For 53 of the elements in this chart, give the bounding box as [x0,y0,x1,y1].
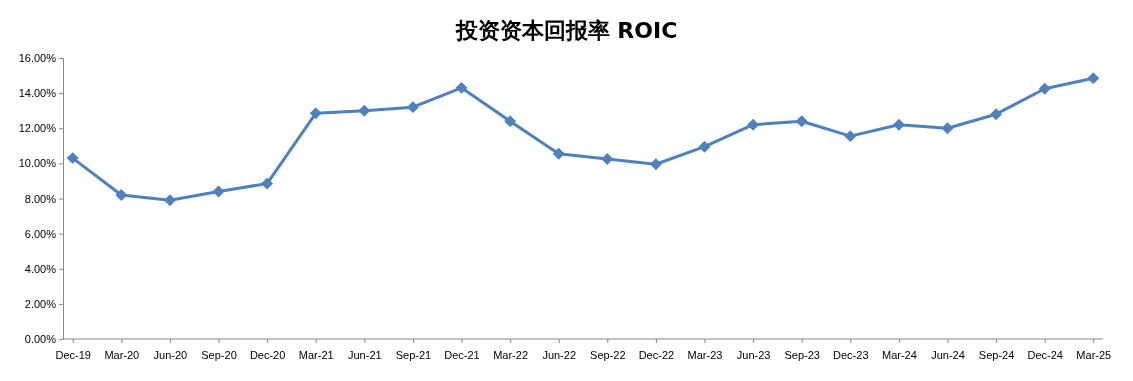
x-tick-label: Jun-24 [931,349,965,362]
point [163,194,176,207]
chart-title: 投资资本回报率 ROIC [454,18,678,43]
point [309,107,322,120]
x-tick-label: Sep-23 [784,349,820,362]
point [406,101,419,114]
point [552,147,565,160]
x-tick-label: Mar-22 [493,349,529,362]
x-tick-label: Dec-20 [249,349,286,362]
y-tick-label: 2.00% [24,297,57,310]
point [66,152,79,165]
point [504,115,517,128]
point [990,108,1003,121]
x-tick-label: Jun-22 [542,349,577,362]
x-tick-label: Sep-22 [590,349,626,362]
point [698,140,711,153]
x-tick-label: Mar-24 [881,349,917,362]
x-tick-label: Mar-21 [298,349,334,362]
x-tick-label: Dec-24 [1027,349,1063,362]
y-tick-label: 16.00% [18,52,57,65]
point [747,118,760,131]
y-tick-label: 12.00% [18,122,57,135]
point [1038,82,1051,95]
point [115,189,128,201]
point [601,153,614,165]
x-tick-label: Dec-21 [444,349,480,362]
x-tick-label: Jun-21 [347,349,382,362]
point [795,115,808,128]
x-tick-label: Sep-20 [201,349,237,362]
point [455,81,468,94]
y-tick-label: 8.00% [24,192,57,205]
point [892,118,905,131]
x-tick-label: Jun-23 [736,349,771,362]
y-tick-label: 0.00% [24,333,57,346]
point [649,158,662,171]
x-tick-label: Dec-19 [55,349,91,362]
x-tick-label: Dec-22 [638,349,675,362]
x-tick-label: Sep-24 [978,349,1015,362]
y-tick-label: 14.00% [18,87,57,100]
y-tick-label: 10.00% [18,157,57,170]
point [941,122,954,135]
x-tick-label: Mar-25 [1076,349,1112,362]
x-tick-label: Mar-23 [687,349,723,362]
x-tick-label: Jun-20 [153,349,188,362]
point [358,104,371,117]
point [844,130,857,143]
point [1087,72,1100,85]
y-tick-label: 4.00% [24,262,57,275]
point [261,177,274,190]
x-tick-label: Mar-20 [104,349,140,362]
x-tick-label: Dec-23 [833,349,869,362]
x-tick-label: Sep-21 [395,349,432,362]
y-tick-label: 6.00% [24,227,57,240]
